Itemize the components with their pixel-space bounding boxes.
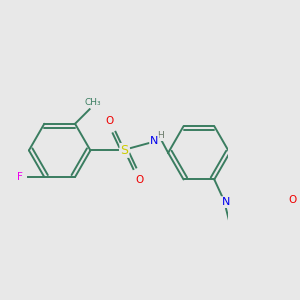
Text: CH₃: CH₃	[85, 98, 101, 107]
Text: O: O	[135, 175, 143, 184]
Text: N: N	[150, 136, 159, 146]
Text: H: H	[157, 131, 164, 140]
Text: O: O	[289, 195, 297, 205]
Text: F: F	[17, 172, 23, 182]
Text: S: S	[120, 144, 128, 157]
Text: N: N	[221, 197, 230, 207]
Text: O: O	[106, 116, 114, 126]
